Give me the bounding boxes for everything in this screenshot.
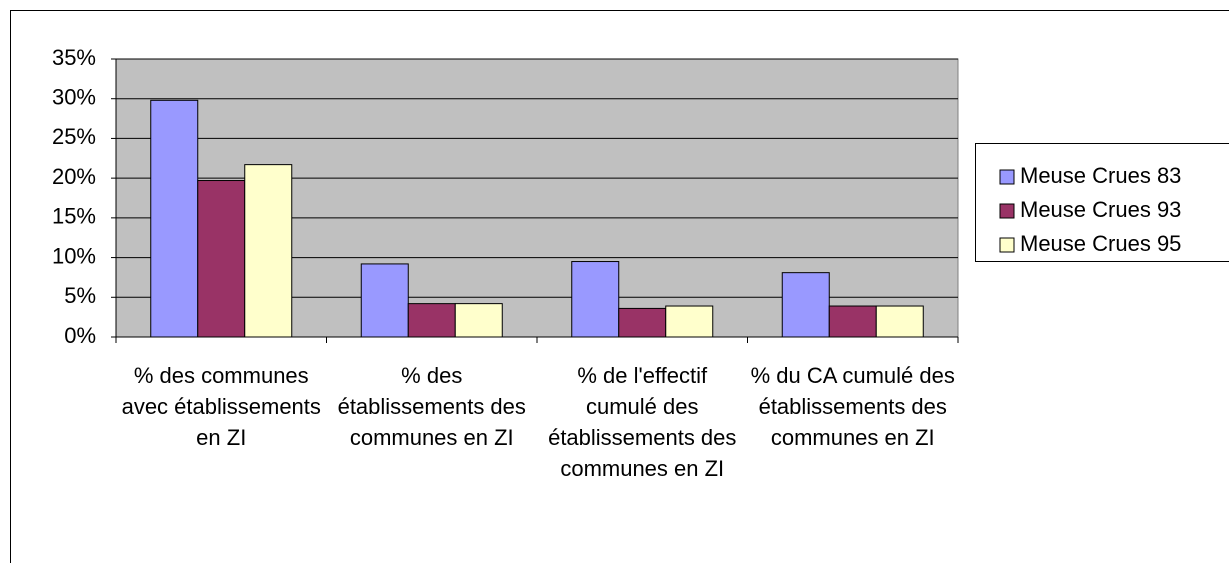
bar [197, 180, 246, 338]
bar [150, 99, 199, 338]
x-tick-label: % de l'effectif cumulé des établissement… [548, 363, 737, 481]
bar [571, 261, 620, 338]
bar [618, 307, 667, 338]
y-tick-label: 5% [64, 283, 96, 308]
legend-swatch [999, 169, 1015, 185]
y-tick-label: 20% [52, 164, 96, 189]
bar [244, 164, 293, 338]
y-tick-label: 0% [64, 323, 96, 348]
x-tick-label: % du CA cumulé des établissements des co… [750, 363, 955, 450]
y-tick-label: 30% [52, 85, 96, 110]
y-tick-label: 25% [52, 124, 96, 149]
legend-label: Meuse Crues 83 [1020, 163, 1181, 188]
bar [781, 272, 830, 338]
x-tick-label: % des communes avec établissements en ZI [121, 363, 321, 450]
y-tick-label: 35% [52, 45, 96, 70]
bar [875, 305, 924, 338]
bar [360, 263, 409, 338]
legend-box [975, 143, 1229, 262]
legend-label: Meuse Crues 93 [1020, 197, 1181, 222]
legend-swatch [999, 237, 1015, 253]
bar [407, 303, 456, 338]
bar [828, 305, 877, 338]
bar [454, 303, 503, 338]
bar [665, 305, 714, 338]
x-tick-label: % des établissements des communes en ZI [337, 363, 526, 450]
y-tick-label: 10% [52, 243, 96, 268]
legend-swatch [999, 203, 1015, 219]
y-tick-label: 15% [52, 204, 96, 229]
legend-label: Meuse Crues 95 [1020, 231, 1181, 256]
